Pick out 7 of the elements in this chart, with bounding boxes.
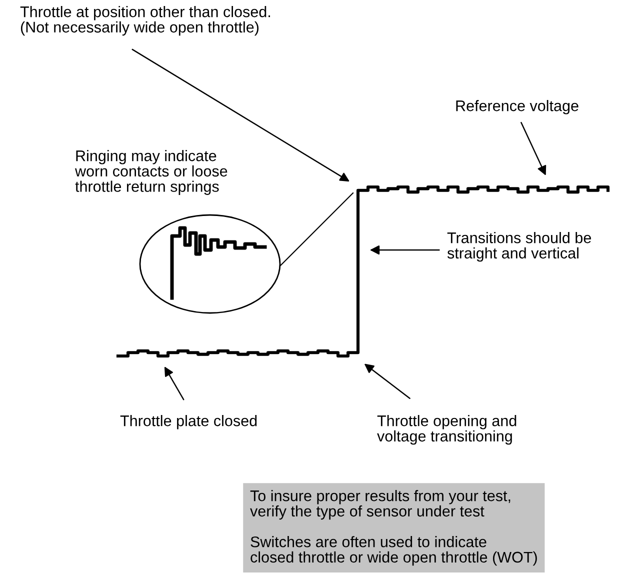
- text: To insure proper results from your test, verify the type of sensor under test Switches are often used to indicate closed throttle or wide open throttle (WOT): [250, 490, 537, 566]
- annotation: Ringing may indicate worn contacts or loose throttle return springs: [74, 150, 228, 195]
- text: Throttle at position other than closed. (Not necessarily wide open throttle): [20, 6, 270, 36]
- text: Reference voltage: [456, 100, 578, 114]
- text: Throttle plate closed: [120, 415, 257, 430]
- annotation: Transitions should be straight and vertical: [447, 232, 591, 262]
- text: Throttle opening and voltage transitioning: [377, 415, 516, 445]
